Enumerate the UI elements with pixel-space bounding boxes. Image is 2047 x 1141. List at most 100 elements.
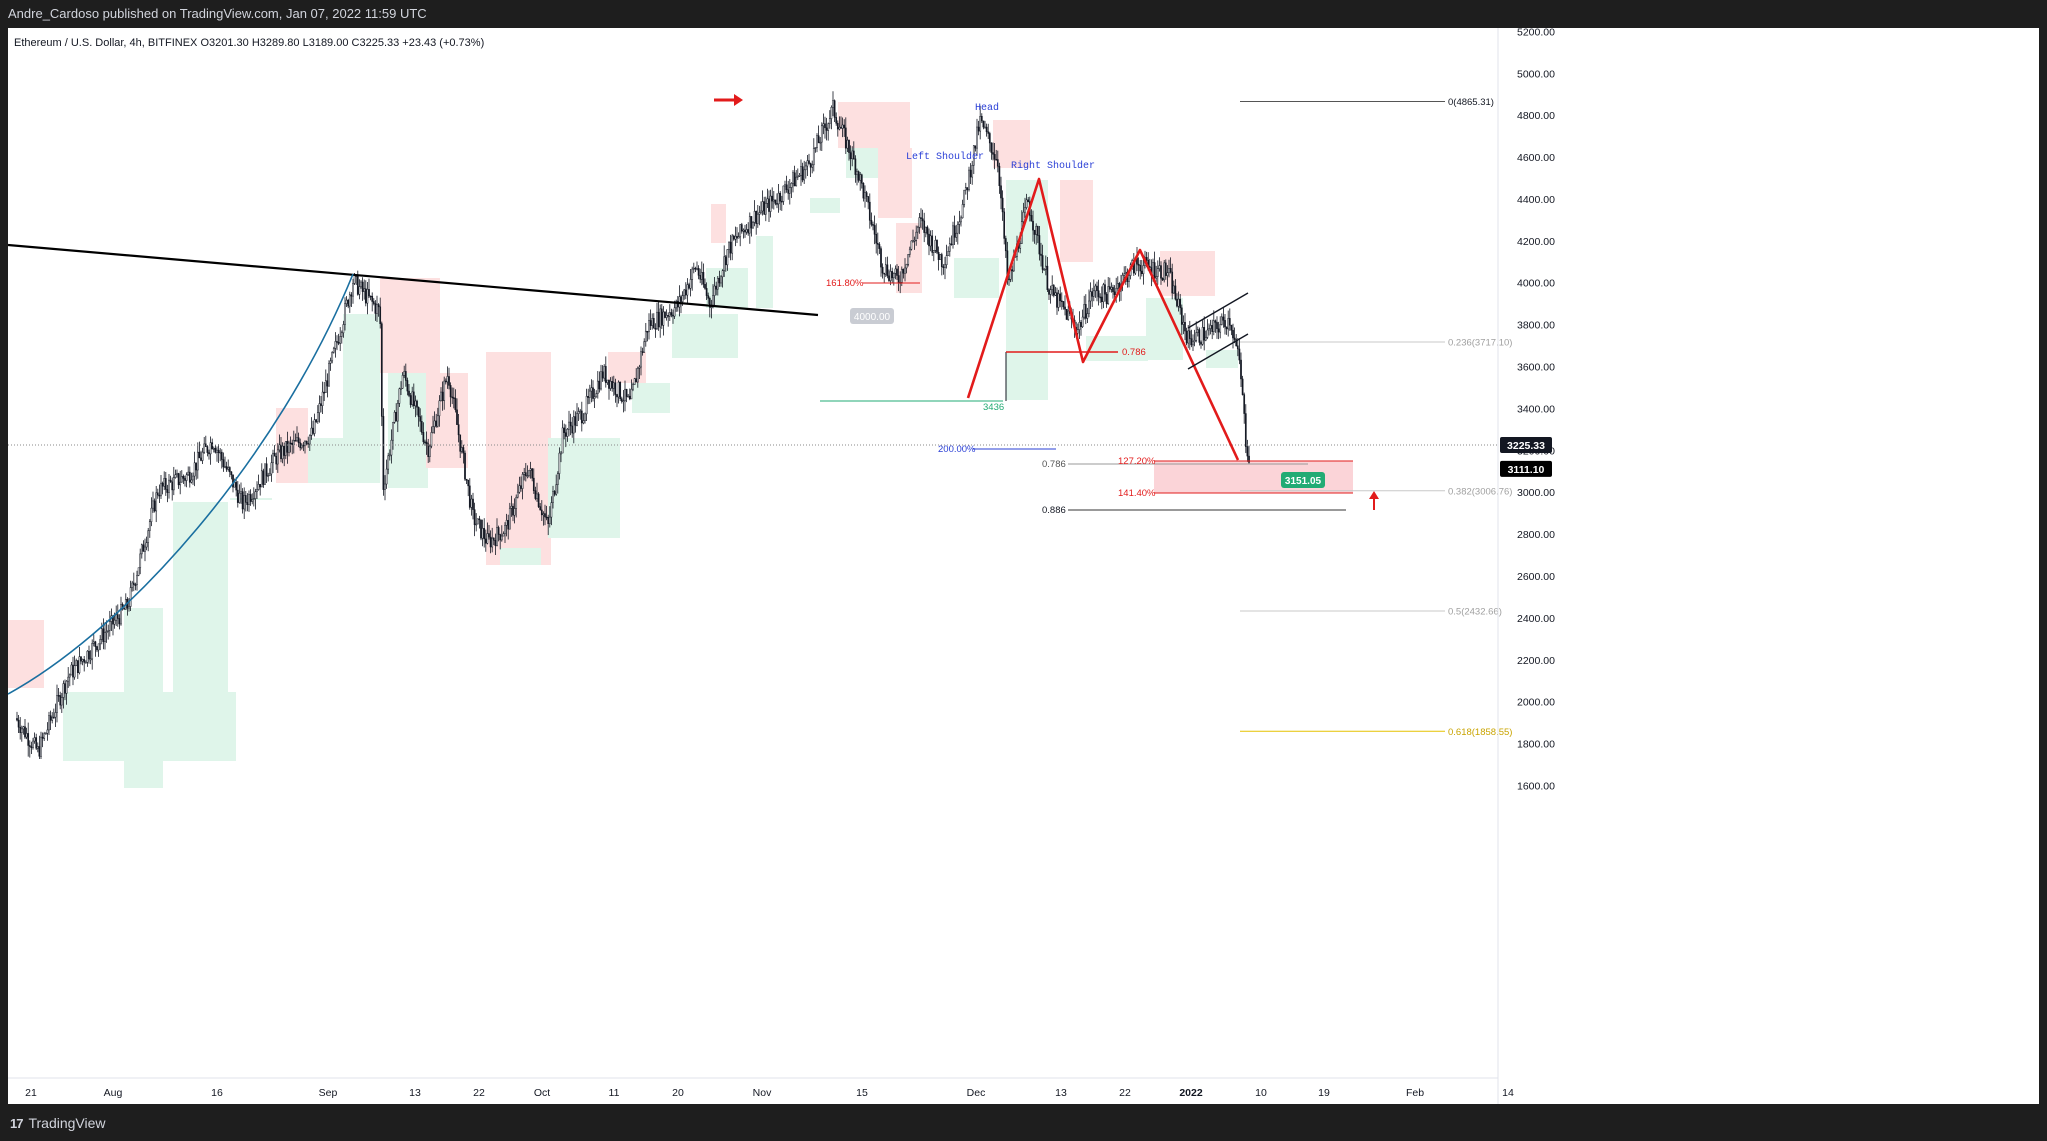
candle-body xyxy=(60,697,63,706)
price-chart[interactable]: Head Left Shoulder Right Shoulder 161.80% 40… xyxy=(7,26,2039,1104)
candle-body xyxy=(516,491,519,498)
candle-body xyxy=(473,509,476,525)
y-axis[interactable]: 5200.00 5000.00 4800.00 4600.00 4400.00 4200.… xyxy=(1497,26,1555,1104)
candle-body xyxy=(1246,446,1249,457)
candle-body xyxy=(1179,298,1182,309)
order-block-zone xyxy=(1206,350,1238,368)
candle-body xyxy=(1224,320,1226,328)
candle-body xyxy=(692,267,695,270)
candle-body xyxy=(446,376,449,383)
candle-body xyxy=(318,403,321,413)
candle-body xyxy=(860,174,863,184)
candle-body xyxy=(190,479,193,483)
candle-body xyxy=(540,509,543,516)
candle-body xyxy=(480,519,482,539)
candle-body xyxy=(288,442,290,453)
candle-body xyxy=(838,126,841,130)
candle-body xyxy=(998,165,1001,187)
candle-body xyxy=(241,491,244,510)
x-tick-label: 20 xyxy=(672,1087,684,1099)
candle-body xyxy=(787,189,790,194)
candle-body xyxy=(556,473,559,485)
candle-body xyxy=(198,451,201,459)
candle-body xyxy=(649,320,652,326)
candle-body xyxy=(417,406,420,417)
candle-body xyxy=(1043,269,1046,271)
candle-body xyxy=(1163,262,1166,281)
candle-body xyxy=(475,523,478,526)
candle-body xyxy=(702,272,705,285)
x-axis[interactable]: 21 Aug 16 Sep 13 22 Oct 11 20 Nov 15 Dec 13 22 2022 10 1… xyxy=(8,1077,1514,1099)
candle-body xyxy=(401,375,404,389)
candle-body xyxy=(433,420,436,427)
candle-body xyxy=(512,505,514,516)
candle-body xyxy=(491,537,494,548)
candle-body xyxy=(105,631,108,633)
y-tick-label: 5200.00 xyxy=(1517,28,1555,38)
candle-body xyxy=(313,419,316,434)
candle-body xyxy=(518,485,521,493)
candle-body xyxy=(576,413,578,426)
candle-body xyxy=(1182,321,1185,325)
candle-body xyxy=(566,428,569,437)
candle-body xyxy=(708,298,711,308)
candle-body xyxy=(654,328,657,330)
candle-body xyxy=(177,473,180,486)
candle-body xyxy=(1059,293,1062,302)
candle-body xyxy=(548,516,551,524)
candle-body xyxy=(1048,289,1050,295)
candle-body xyxy=(88,650,90,660)
candle-body xyxy=(521,474,524,489)
candle-body xyxy=(572,416,575,434)
candle-body xyxy=(1089,291,1092,302)
candle-body xyxy=(564,432,567,437)
candle-body xyxy=(220,451,223,460)
candle-body xyxy=(524,472,527,476)
candle-body xyxy=(625,388,628,397)
candle-body xyxy=(600,371,602,390)
candle-body xyxy=(264,463,266,485)
candle-body xyxy=(652,318,655,329)
candle-body xyxy=(259,484,262,488)
candle-body xyxy=(80,656,82,662)
candle-body xyxy=(1060,300,1063,303)
candle-body xyxy=(185,474,188,481)
candle-body xyxy=(1038,235,1041,255)
candle-body xyxy=(300,444,303,449)
candle-body xyxy=(168,479,170,493)
candle-body xyxy=(537,493,540,507)
candle-body xyxy=(1076,329,1079,334)
candle-body xyxy=(441,391,444,401)
candle-body xyxy=(553,491,556,495)
xabcd-pattern xyxy=(966,177,1240,461)
tradingview-brand[interactable]: 17 TradingView xyxy=(10,1115,106,1131)
candle-body xyxy=(672,314,674,317)
y-tick-label: 2400.00 xyxy=(1517,613,1555,625)
candle-body xyxy=(28,745,31,747)
candle-body xyxy=(771,195,774,202)
candle-body xyxy=(1227,318,1230,330)
candle-body xyxy=(563,427,566,433)
candle-body xyxy=(484,538,487,544)
candle-body xyxy=(808,160,810,164)
candle-body xyxy=(17,719,20,728)
candle-body xyxy=(596,380,599,394)
candle-body xyxy=(648,320,650,333)
candle-body xyxy=(995,159,998,161)
candle-body xyxy=(1156,268,1159,277)
candle-body xyxy=(203,443,206,453)
candle-body xyxy=(1158,265,1161,269)
candle-body xyxy=(273,452,276,457)
candle-body xyxy=(81,659,84,662)
candle-body xyxy=(680,296,682,302)
candle-body xyxy=(209,442,212,455)
candle-body xyxy=(1062,301,1065,308)
candle-body xyxy=(1200,342,1202,345)
label-left-shoulder: Left Shoulder xyxy=(906,151,984,163)
candle-body xyxy=(164,478,167,490)
candle-body xyxy=(1030,215,1033,222)
fib-retracement-label: 0(4865.31) xyxy=(1448,97,1494,108)
candle-body xyxy=(219,451,222,454)
candle-body xyxy=(734,236,737,240)
candle-body xyxy=(193,462,196,477)
